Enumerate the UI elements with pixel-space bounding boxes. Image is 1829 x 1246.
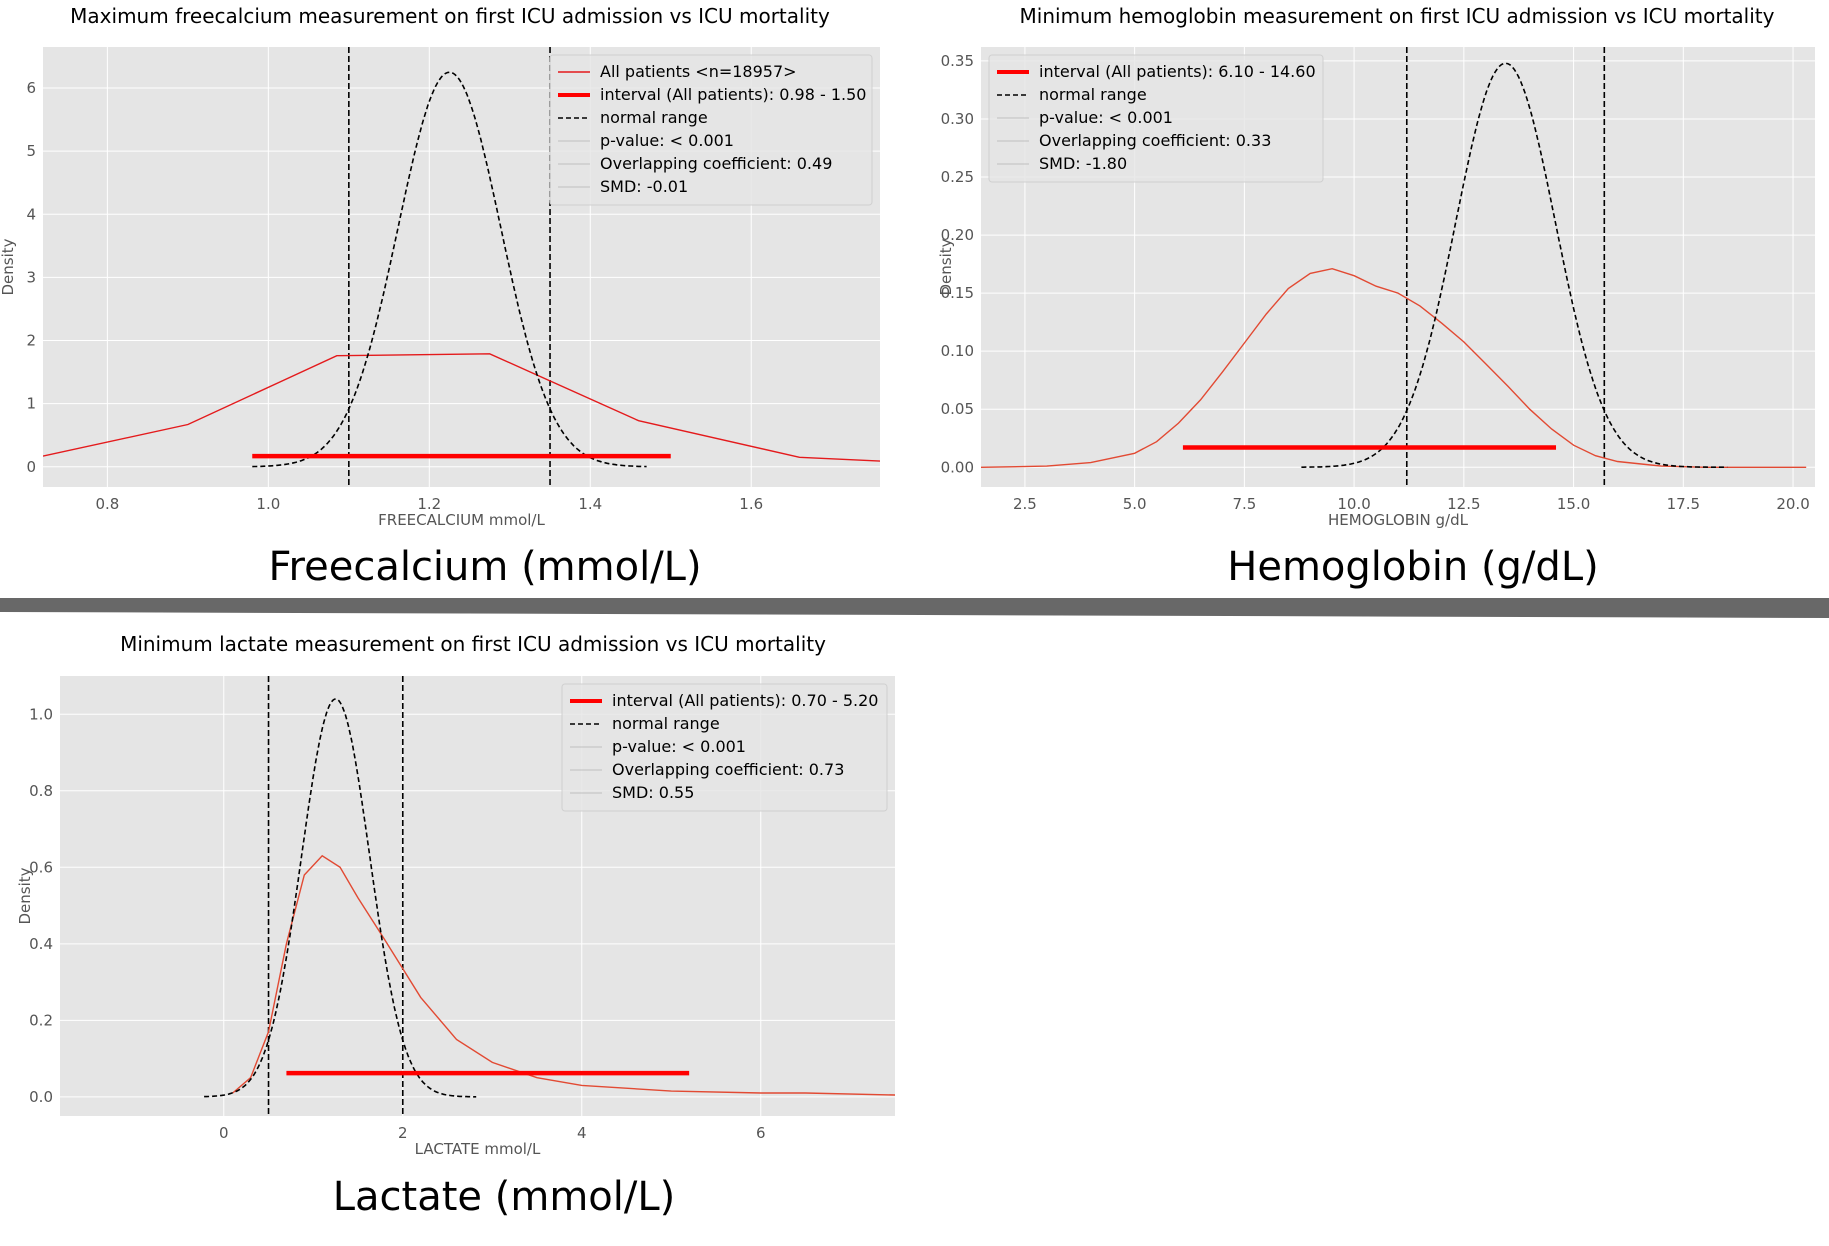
x-tick-labels: 2.5 5.0 7.5 10.0 12.5 15.0 17.5 20.0 (1013, 495, 1810, 513)
y-tick-label: 0.20 (941, 226, 974, 244)
y-tick-label: 0.0 (29, 1088, 53, 1106)
y-tick-label: 1.0 (29, 705, 53, 723)
y-tick-label: 0 (26, 458, 36, 476)
legend-label: normal range (1039, 85, 1147, 104)
density-curve (43, 353, 880, 462)
legend-label: p-value: < 0.001 (612, 737, 746, 756)
x-tick-label: 2 (398, 1124, 408, 1142)
x-tick-label: 0 (219, 1124, 229, 1142)
legend-label: p-value: < 0.001 (1039, 108, 1173, 127)
x-tick-label: 4 (577, 1124, 587, 1142)
y-tick-label: 4 (26, 205, 36, 223)
chart-caption: Lactate (mmol/L) (333, 1174, 675, 1220)
legend-box (988, 54, 1324, 183)
legend-label: SMD: 0.55 (612, 783, 694, 802)
x-tick-label: 10.0 (1337, 495, 1370, 513)
legend-label: All patients <n=18957> (600, 62, 797, 81)
x-tick-label: 6 (756, 1124, 766, 1142)
normal-range-curve (204, 698, 477, 1098)
legend-box (549, 54, 873, 206)
chart-freecalcium: Maximum freecalcium measurement on first… (0, 4, 880, 590)
legend-label: SMD: -1.80 (1039, 154, 1127, 173)
y-tick-label: 0.05 (941, 400, 974, 418)
y-axis-label: Density (937, 238, 955, 295)
x-tick-label: 5.0 (1123, 495, 1147, 513)
x-tick-labels: 0 2 4 6 (219, 1124, 766, 1142)
legend-label: interval (All patients): 0.70 - 5.20 (612, 691, 878, 710)
legend-label: p-value: < 0.001 (600, 131, 734, 150)
chart-title: Maximum freecalcium measurement on first… (70, 4, 830, 28)
legend-label: normal range (612, 714, 720, 733)
normal-range-curve (252, 71, 647, 468)
chart-lactate: Minimum lactate measurement on first ICU… (16, 632, 895, 1220)
y-tick-label: 0.2 (29, 1011, 53, 1029)
x-tick-label: 12.5 (1447, 495, 1480, 513)
chart-title: Minimum hemoglobin measurement on first … (1020, 4, 1775, 28)
legend-label: Overlapping coefficient: 0.73 (612, 760, 844, 779)
chart-title: Minimum lactate measurement on first ICU… (120, 632, 826, 656)
y-tick-label: 0.25 (941, 168, 974, 186)
y-axis-label: Density (0, 238, 17, 295)
y-tick-label: 5 (26, 142, 36, 160)
y-tick-labels: 0 1 2 3 4 5 6 (26, 79, 36, 476)
y-tick-label: 0.6 (29, 858, 53, 876)
y-tick-label: 6 (26, 79, 36, 97)
legend-label: SMD: -0.01 (600, 177, 688, 196)
density-curve (232, 854, 895, 1096)
y-tick-label: 3 (26, 268, 36, 286)
y-tick-label: 0.8 (29, 782, 53, 800)
y-tick-label: 0.15 (941, 284, 974, 302)
y-tick-label: 0.30 (941, 110, 974, 128)
legend-box (561, 683, 888, 812)
chart-caption: Freecalcium (mmol/L) (268, 544, 701, 590)
y-tick-label: 0.4 (29, 935, 53, 953)
x-axis-label: FREECALCIUM mmol/L (378, 511, 545, 529)
density-curve (981, 267, 1807, 468)
data-lines (204, 676, 895, 1116)
y-tick-label: 0.35 (941, 52, 974, 70)
legend-label: interval (All patients): 0.98 - 1.50 (600, 85, 866, 104)
x-tick-label: 2.5 (1013, 495, 1037, 513)
x-tick-label: 1.6 (739, 495, 763, 513)
x-tick-label: 20.0 (1776, 495, 1809, 513)
legend-label: Overlapping coefficient: 0.49 (600, 154, 832, 173)
x-tick-label: 1.0 (256, 495, 280, 513)
y-axis-label: Density (16, 867, 34, 924)
y-tick-labels: 0.00 0.05 0.10 0.15 0.20 0.25 0.30 0.35 (941, 52, 974, 476)
x-tick-label: 1.2 (417, 495, 441, 513)
legend: All patients <n=18957> interval (All pati… (549, 54, 873, 206)
x-tick-label: 17.5 (1667, 495, 1700, 513)
plot-area (981, 47, 1807, 487)
y-tick-labels: 0.0 0.2 0.4 0.6 0.8 1.0 (29, 705, 53, 1106)
x-tick-label: 7.5 (1232, 495, 1256, 513)
x-tick-label: 15.0 (1557, 495, 1590, 513)
legend-label: normal range (600, 108, 708, 127)
section-divider (0, 598, 1829, 618)
x-axis-label: LACTATE mmol/L (415, 1140, 541, 1158)
normal-range-curve (1301, 62, 1728, 468)
legend: interval (All patients): 6.10 - 14.60 nor… (988, 54, 1324, 183)
y-tick-label: 0.10 (941, 342, 974, 360)
legend-label: Overlapping coefficient: 0.33 (1039, 131, 1271, 150)
legend: interval (All patients): 0.70 - 5.20 norm… (561, 683, 888, 812)
x-axis-label: HEMOGLOBIN g/dL (1328, 511, 1469, 529)
chart-caption: Hemoglobin (g/dL) (1227, 544, 1598, 590)
x-tick-label: 0.8 (95, 495, 119, 513)
y-tick-label: 2 (26, 332, 36, 350)
y-tick-label: 1 (26, 395, 36, 413)
y-tick-label: 0.00 (941, 458, 974, 476)
legend-label: interval (All patients): 6.10 - 14.60 (1039, 62, 1316, 81)
plot-area (204, 676, 895, 1116)
data-lines (981, 47, 1807, 487)
x-tick-labels: 0.8 1.0 1.2 1.4 1.6 (95, 495, 763, 513)
x-tick-label: 1.4 (578, 495, 602, 513)
chart-hemoglobin: Minimum hemoglobin measurement on first … (937, 4, 1815, 590)
